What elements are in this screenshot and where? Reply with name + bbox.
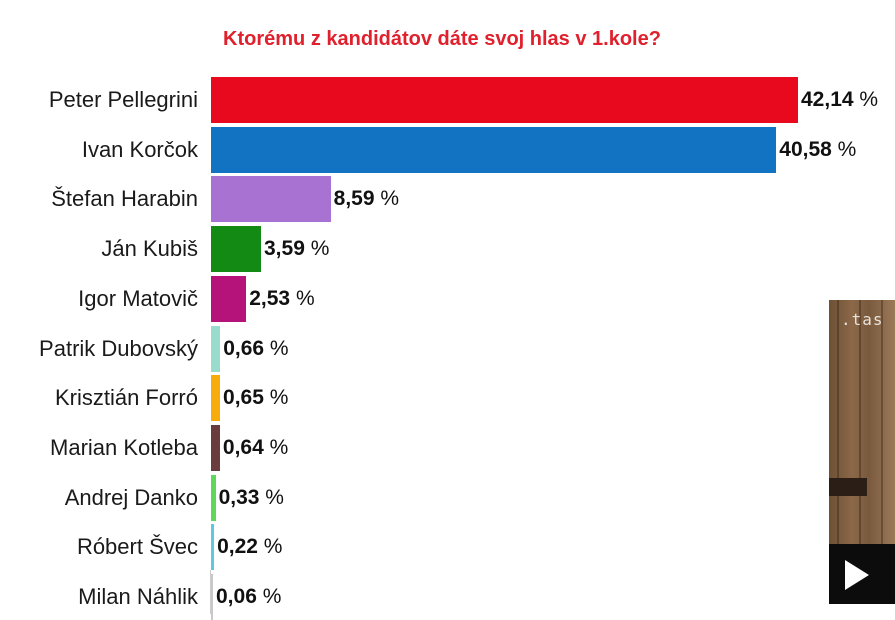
play-icon [845, 560, 869, 590]
bar [211, 325, 221, 372]
bar [211, 474, 216, 521]
play-button[interactable] [829, 544, 895, 604]
data-label: 2,53 % [249, 286, 315, 310]
data-label: 0,65 % [223, 386, 289, 410]
category-label: Ivan Korčok [81, 136, 198, 162]
category-label: Igor Matovič [78, 285, 198, 311]
bar [211, 226, 261, 273]
category-label: Štefan Harabin [51, 186, 198, 212]
axis-line [210, 570, 211, 614]
category-label: Ján Kubiš [101, 236, 198, 262]
video-thumbnail[interactable]: .tas [829, 300, 895, 604]
category-label: Krisztián Forró [54, 385, 198, 411]
bar [211, 524, 215, 571]
bar [211, 424, 220, 471]
bar [211, 126, 777, 173]
bar [211, 77, 798, 123]
category-label: Marian Kotleba [50, 434, 198, 460]
bar [211, 275, 247, 322]
video-scene-detail [829, 478, 867, 496]
data-label: 3,59 % [264, 237, 330, 261]
category-label: Milan Náhlik [78, 584, 198, 609]
bar [211, 176, 331, 223]
data-label: 0,64 % [222, 435, 289, 459]
bar [211, 574, 213, 620]
data-label: 0,06 % [216, 585, 282, 608]
chart-title: Ktorému z kandidátov dáte svoj hlas v 1.… [223, 28, 661, 50]
data-label: 8,59 % [333, 187, 400, 211]
data-label: 0,22 % [217, 535, 283, 559]
category-label: Peter Pellegrini [48, 87, 198, 112]
category-label: Andrej Danko [64, 484, 198, 510]
bar [211, 375, 221, 422]
category-label: Róbert Švec [76, 534, 198, 560]
data-label: 42,14 % [801, 88, 879, 111]
data-label: 0,66 % [223, 336, 289, 360]
video-logo: .tas [841, 310, 884, 329]
data-label: 40,58 % [779, 137, 857, 161]
category-label: Patrik Dubovský [39, 335, 198, 361]
data-label: 0,33 % [218, 485, 284, 509]
